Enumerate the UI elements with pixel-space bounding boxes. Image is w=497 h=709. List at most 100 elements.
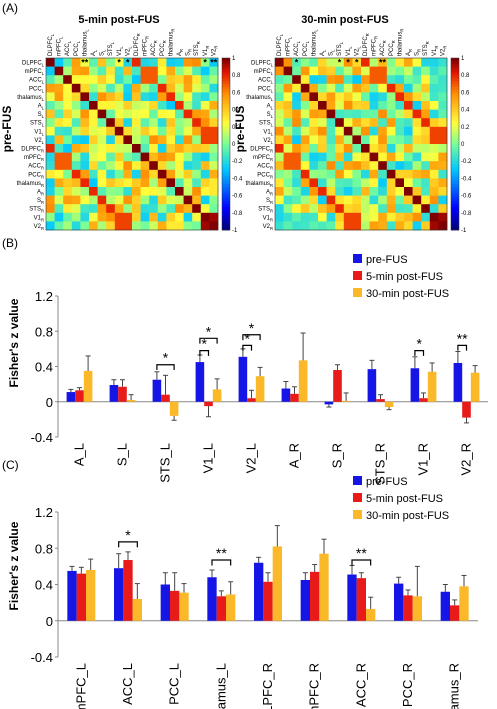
heatmap-cell	[46, 204, 55, 214]
heatmap-cell	[149, 126, 159, 136]
heatmap-cell	[200, 75, 210, 85]
heatmap-cell	[149, 221, 159, 231]
heatmap-cell	[369, 109, 379, 119]
heatmap-cell	[89, 161, 98, 171]
heatmap-cell	[166, 169, 176, 179]
heatmap-cell	[309, 58, 319, 67]
heatmap-cell	[183, 92, 193, 102]
heatmap-cell	[149, 109, 159, 119]
heatmap-cell	[429, 152, 439, 162]
heatmap-cell	[326, 101, 336, 110]
heatmap-col-label: V2L	[125, 46, 132, 56]
heatmap-cell	[318, 101, 327, 110]
heatmap-cell	[352, 135, 362, 145]
heatmap-cell	[395, 118, 405, 128]
colorbar-tick-label: 0.4	[232, 108, 241, 114]
heatmap-cell	[80, 83, 90, 93]
heatmap-cell	[300, 101, 310, 110]
heatmap-cell	[326, 109, 336, 119]
heatmap-cell	[275, 221, 284, 231]
heatmap-cell	[438, 75, 448, 85]
colorbar-tick-label: -1	[461, 228, 467, 234]
heatmap-cell	[132, 195, 141, 205]
heatmap-col-label: STSR	[194, 41, 201, 56]
significance-bracket	[457, 344, 468, 351]
bar	[412, 596, 422, 621]
heatmap-cell	[97, 109, 107, 119]
heatmap-cell	[71, 58, 81, 67]
heatmap-cell	[318, 221, 327, 231]
heatmap-cell	[352, 212, 362, 222]
heatmap-cell	[192, 161, 202, 171]
heatmap-cell	[192, 195, 202, 205]
heatmap-cell	[192, 221, 202, 231]
heatmap-cell	[361, 212, 370, 222]
heatmap-cell	[123, 212, 133, 222]
colorbar-tick-label: 0.6	[232, 90, 241, 96]
heatmap-col-label: STSR	[423, 41, 430, 56]
heatmap-col-label: mPFCR	[143, 36, 150, 56]
significance-bracket	[211, 559, 232, 566]
heatmap-cell	[114, 92, 124, 102]
colorbar-segment	[222, 98, 230, 102]
heatmap-cell	[123, 109, 133, 119]
heatmap-cell	[71, 126, 81, 136]
heatmap-cell	[123, 152, 133, 162]
colorbar-segment	[451, 109, 459, 113]
heatmap-cell	[192, 66, 202, 76]
heatmap-row-label: DLPFCR	[250, 146, 273, 153]
heatmap-cell	[343, 178, 353, 188]
heatmap-cell	[140, 66, 150, 76]
heatmap-cell	[275, 101, 284, 110]
colorbar-segment	[222, 129, 230, 133]
panel-label-b: (B)	[2, 236, 18, 250]
heatmap-cell	[438, 161, 448, 171]
heatmap-cell	[343, 126, 353, 136]
heatmap-cell	[157, 161, 167, 171]
colorbar-segment	[451, 118, 459, 122]
heatmap-cell	[46, 92, 55, 102]
colorbar-segment	[222, 60, 230, 65]
heatmap-cell	[352, 75, 362, 85]
heatmap-cell	[175, 118, 184, 128]
heatmap-col-label: SR	[415, 49, 422, 56]
significance-label: *	[206, 323, 212, 339]
heatmap-cell	[192, 118, 202, 128]
heatmap-cell	[209, 101, 219, 110]
heatmap-cell	[132, 187, 141, 196]
heatmap-cell	[412, 109, 422, 119]
heatmap-cell	[140, 221, 150, 231]
bar	[376, 399, 385, 402]
heatmap-col-label: mPFCL	[57, 36, 64, 56]
colorbar-segment	[222, 69, 230, 73]
heatmap-cell	[283, 109, 293, 119]
colorbar-segment	[451, 169, 459, 174]
colorbar-segment	[451, 98, 459, 102]
heatmap-cell	[318, 109, 327, 119]
colorbar-segment	[222, 207, 230, 211]
heatmap-cell	[166, 83, 176, 93]
heatmap-cell	[369, 221, 379, 231]
heatmap-cell	[335, 135, 345, 145]
heatmap-cell	[132, 212, 141, 222]
bar	[169, 401, 179, 416]
heatmap-row-label: V1L	[263, 129, 273, 136]
bar-chart-b: 1.2 0.8 0.4 0 -0.4 A_L S_L STS_L V1_L V2_L A_R S_R S…	[31, 254, 488, 485]
heatmap-cell	[89, 109, 98, 119]
heatmap-cell	[157, 118, 167, 128]
heatmap-cell	[292, 178, 302, 188]
heatmap-cell	[369, 161, 379, 171]
heatmap-cell	[421, 118, 431, 128]
heatmap-cell	[283, 152, 293, 162]
heatmap-cell	[132, 101, 141, 110]
heatmap-cell	[421, 101, 431, 110]
heatmap-cell	[80, 118, 90, 128]
heatmap-cell	[63, 161, 73, 171]
heatmap-cell	[54, 92, 64, 102]
heatmap-cell	[335, 118, 345, 128]
heatmap-cell	[114, 83, 124, 93]
heatmap-row-label: DLPFCL	[251, 60, 274, 67]
heatmap-cell	[352, 118, 362, 128]
colorbar-segment	[451, 63, 459, 67]
colorbar-segment	[451, 166, 459, 171]
